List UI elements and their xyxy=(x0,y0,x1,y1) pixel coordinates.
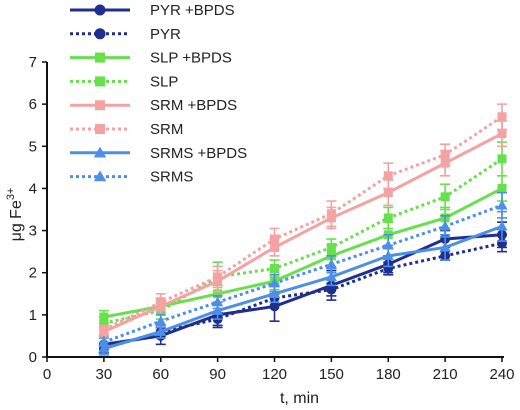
x-tick-label: 60 xyxy=(152,366,169,383)
data-point xyxy=(98,336,110,347)
series-line-srms xyxy=(103,203,503,344)
data-point xyxy=(270,234,279,244)
x-tick-label: 180 xyxy=(376,366,401,383)
data-point xyxy=(439,241,451,252)
data-point xyxy=(268,277,281,288)
series-line-slp xyxy=(103,157,503,325)
data-point xyxy=(383,171,393,181)
data-point xyxy=(326,209,336,219)
x-axis-label: t, min xyxy=(280,390,319,407)
data-point xyxy=(440,150,450,160)
data-point xyxy=(268,288,281,298)
legend-label: SRMS xyxy=(150,169,193,186)
data-point xyxy=(326,242,336,252)
x-tick-label: 240 xyxy=(489,366,514,383)
x-tick-label: 30 xyxy=(96,366,113,383)
data-point xyxy=(155,315,167,326)
legend-marker xyxy=(94,4,106,16)
series-line-pyr xyxy=(103,241,503,351)
y-tick-label: 1 xyxy=(29,307,37,324)
legend-label: SLP +BPDS xyxy=(150,50,232,67)
data-point xyxy=(270,264,279,273)
data-point xyxy=(496,220,508,231)
x-tick-label: 0 xyxy=(43,366,51,383)
legend-item-srms: SRMS xyxy=(70,169,193,186)
legend-item-srm: SRM xyxy=(70,121,183,138)
data-point xyxy=(325,271,337,282)
data-point xyxy=(269,301,280,312)
legend-label: SRM +BPDS xyxy=(150,97,237,114)
series-line-srm-plus-bpds xyxy=(103,132,503,334)
series-line-srm xyxy=(103,115,503,331)
legend-marker xyxy=(93,170,107,182)
data-point xyxy=(382,239,394,250)
x-tick-label: 210 xyxy=(433,366,458,383)
ticks: 0 30 60 90 120 150 180 210 240 0 1 2 3 4 5 6 7 xyxy=(29,54,515,383)
data-point xyxy=(497,183,507,193)
series-layer xyxy=(98,103,508,356)
y-tick-label: 4 xyxy=(29,180,37,197)
data-point xyxy=(496,199,508,210)
legend-item-srms-plus-bpds: SRMS +BPDS xyxy=(70,145,247,162)
legend-label: SRM xyxy=(150,121,183,138)
data-point xyxy=(213,272,223,282)
data-point xyxy=(99,325,109,335)
data-point xyxy=(497,129,507,139)
data-point xyxy=(156,297,166,307)
series-srms xyxy=(98,191,508,348)
data-point xyxy=(326,284,337,295)
x-tick-label: 90 xyxy=(209,366,226,383)
y-axis-label-main: μg Fe xyxy=(8,200,25,241)
legend-item-pyr: PYR xyxy=(70,26,181,43)
legend-marker xyxy=(94,28,106,40)
series-srm xyxy=(98,103,507,335)
data-point xyxy=(383,213,393,223)
y-tick-label: 3 xyxy=(29,223,37,240)
legend-marker xyxy=(95,52,105,63)
legend-label: SLP xyxy=(150,73,178,90)
data-point xyxy=(383,188,393,198)
legend-marker xyxy=(95,124,105,134)
y-tick-label: 6 xyxy=(29,96,37,113)
legend-label: PYR +BPDS xyxy=(150,2,235,19)
x-tick-label: 120 xyxy=(262,366,287,383)
data-point xyxy=(155,326,167,336)
data-point xyxy=(325,258,337,269)
legend-item-srm-plus-bpds: SRM +BPDS xyxy=(70,97,237,114)
data-point xyxy=(99,318,109,328)
data-point xyxy=(212,296,224,307)
legend-marker xyxy=(95,100,105,111)
legend-marker xyxy=(93,146,107,158)
legend-label: PYR xyxy=(150,26,181,43)
series-line-slp-plus-bpds xyxy=(103,187,503,319)
axes xyxy=(46,62,504,358)
y-axis-label: μg Fe3+ xyxy=(5,188,25,242)
y-tick-label: 0 xyxy=(29,349,37,366)
legend-label: SRMS +BPDS xyxy=(150,145,247,162)
legend-item-slp-plus-bpds: SLP +BPDS xyxy=(70,50,232,67)
series-line-pyr-plus-bpds xyxy=(103,233,503,346)
y-axis-label-superscript: 3+ xyxy=(5,188,17,201)
data-point xyxy=(497,154,507,164)
data-point xyxy=(440,192,450,202)
y-tick-label: 2 xyxy=(29,265,37,282)
data-point xyxy=(497,112,507,122)
data-point xyxy=(213,289,223,299)
legend-item-slp: SLP xyxy=(70,73,178,90)
legend-item-pyr-plus-bpds: PYR +BPDS xyxy=(70,2,235,19)
series-line-srms-plus-bpds xyxy=(103,224,503,351)
x-tick-label: 150 xyxy=(319,366,344,383)
legend: PYR +BPDS PYR SLP +BPDS SLP SRM +BPDS SRM SRMS… xyxy=(70,2,247,186)
legend-marker xyxy=(95,76,105,87)
data-point xyxy=(439,220,451,231)
data-point xyxy=(212,305,224,315)
y-tick-label: 7 xyxy=(29,54,37,71)
data-point xyxy=(98,342,110,353)
y-tick-label: 5 xyxy=(29,138,37,155)
